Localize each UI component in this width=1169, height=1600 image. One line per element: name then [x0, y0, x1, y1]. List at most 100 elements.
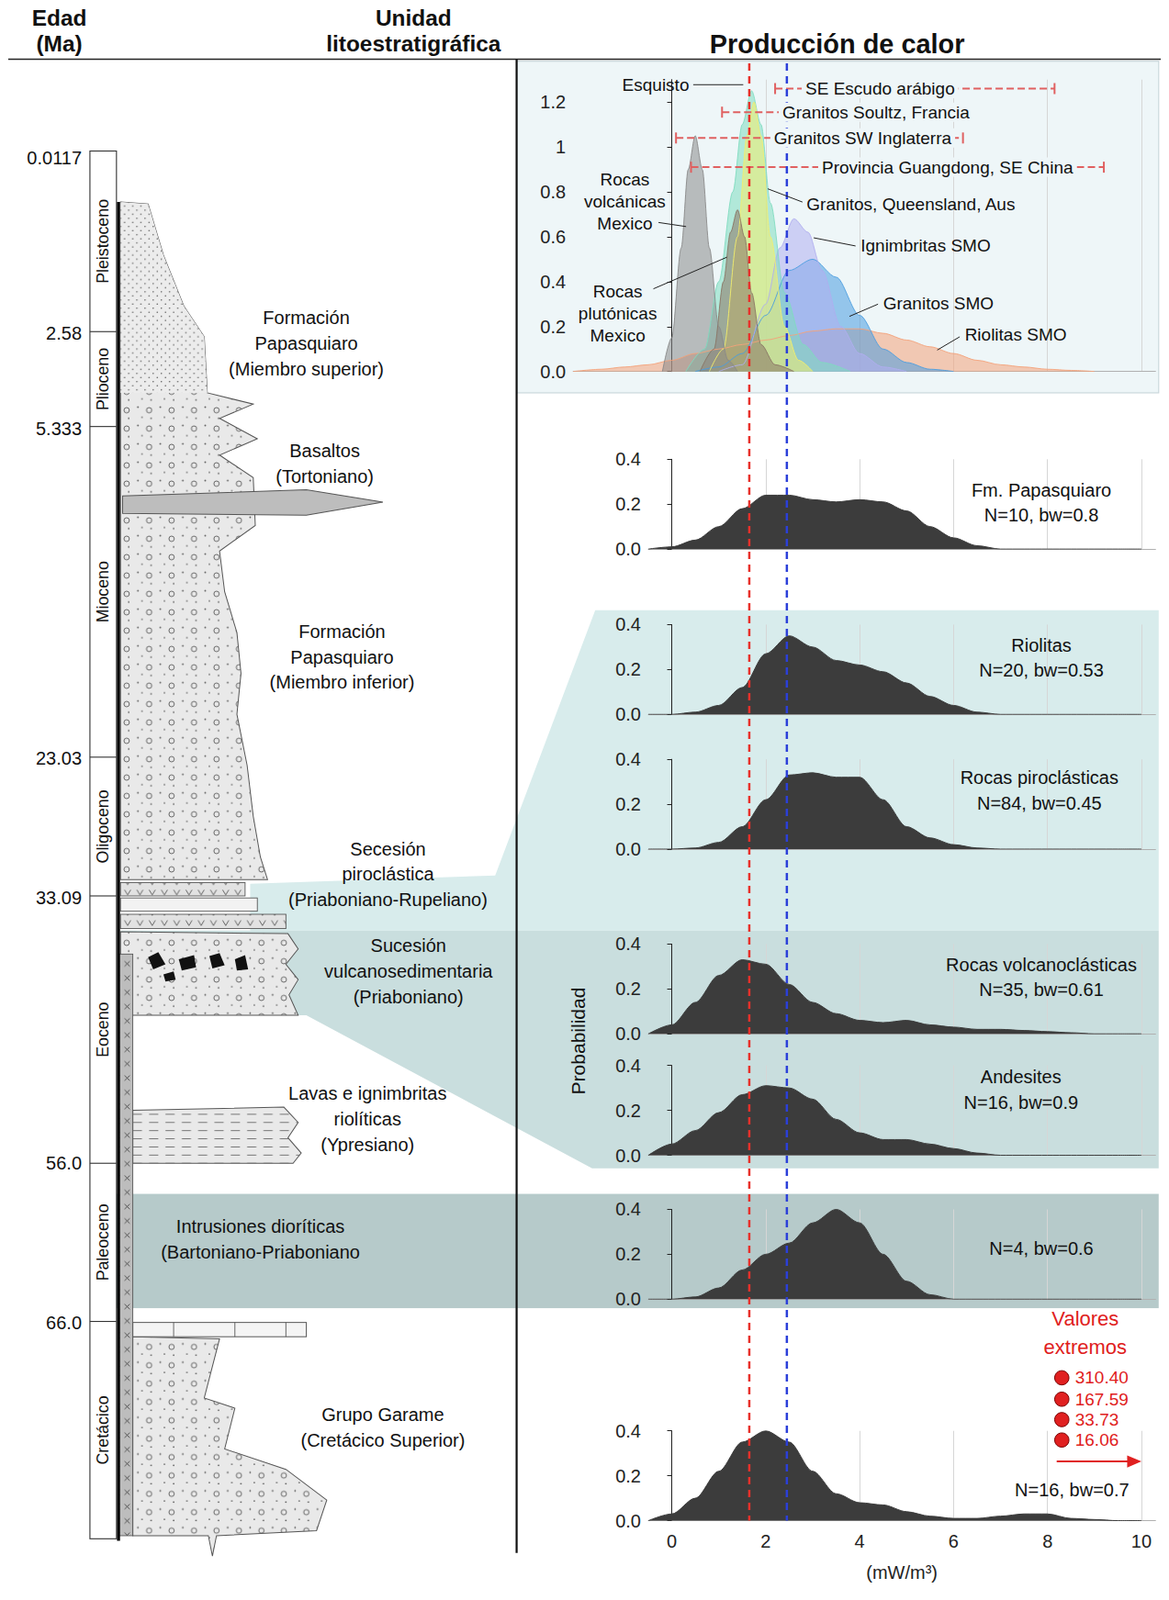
svg-text:2: 2	[760, 1531, 771, 1552]
svg-text:Riolitas: Riolitas	[1011, 635, 1072, 656]
svg-text:Pleistoceno: Pleistoceno	[93, 199, 113, 284]
svg-text:Secesión: Secesión	[349, 839, 426, 860]
svg-text:Oligoceno: Oligoceno	[93, 789, 113, 864]
svg-text:Probabilidad: Probabilidad	[567, 988, 589, 1096]
svg-text:0: 0	[666, 1531, 677, 1552]
svg-text:310.40: 310.40	[1075, 1368, 1129, 1388]
svg-text:Unidad: Unidad	[375, 5, 452, 31]
svg-text:0.4: 0.4	[615, 449, 641, 470]
svg-text:0.0: 0.0	[615, 539, 641, 560]
svg-text:Rocas: Rocas	[599, 169, 650, 190]
svg-text:0.2: 0.2	[615, 978, 641, 1000]
svg-text:0.4: 0.4	[615, 1199, 641, 1220]
svg-text:10: 10	[1131, 1531, 1152, 1552]
svg-text:litoestratigráfica: litoestratigráfica	[325, 31, 502, 57]
svg-text:Esquisto: Esquisto	[622, 75, 690, 95]
svg-text:Edad: Edad	[32, 5, 88, 31]
svg-text:33.09: 33.09	[35, 887, 82, 909]
svg-text:vulcanosedimentaria: vulcanosedimentaria	[324, 961, 494, 982]
svg-text:riolíticas: riolíticas	[334, 1109, 402, 1130]
svg-text:0.8: 0.8	[539, 181, 566, 203]
svg-text:167.59: 167.59	[1075, 1390, 1129, 1410]
svg-text:0.0: 0.0	[615, 1146, 641, 1167]
svg-text:Lavas e ignimbritas: Lavas e ignimbritas	[288, 1083, 447, 1104]
svg-text:Granitos Soultz, Francia: Granitos Soultz, Francia	[782, 102, 970, 123]
svg-text:Intrusiones dioríticas: Intrusiones dioríticas	[176, 1216, 345, 1237]
svg-text:0.0: 0.0	[615, 839, 641, 860]
svg-text:0.4: 0.4	[615, 933, 641, 955]
svg-text:Mioceno: Mioceno	[93, 561, 113, 623]
svg-text:16.06: 16.06	[1075, 1430, 1120, 1451]
svg-text:0.4: 0.4	[539, 271, 566, 293]
svg-text:66.0: 66.0	[45, 1313, 82, 1334]
svg-text:Fm. Papasquiaro: Fm. Papasquiaro	[971, 480, 1112, 501]
svg-text:0.4: 0.4	[615, 749, 641, 770]
svg-text:Papasquiaro: Papasquiaro	[254, 333, 358, 354]
svg-text:1.2: 1.2	[539, 91, 566, 113]
svg-text:0.0: 0.0	[615, 1023, 641, 1045]
svg-text:Papasquiaro: Papasquiaro	[290, 647, 394, 668]
svg-text:Mexico: Mexico	[596, 213, 652, 234]
svg-text:5.333: 5.333	[35, 418, 82, 439]
svg-text:0.2: 0.2	[615, 794, 641, 815]
svg-text:Granitos, Queensland, Aus: Granitos, Queensland, Aus	[806, 194, 1015, 214]
svg-text:(Ypresiano): (Ypresiano)	[320, 1135, 415, 1156]
svg-text:Producción de calor: Producción de calor	[709, 29, 966, 59]
svg-text:piroclástica: piroclástica	[341, 864, 435, 885]
svg-text:Granitos SW Inglaterra: Granitos SW Inglaterra	[774, 128, 953, 148]
svg-text:0.0117: 0.0117	[26, 147, 82, 169]
svg-text:0.2: 0.2	[539, 316, 566, 338]
svg-text:extremos: extremos	[1044, 1336, 1127, 1360]
svg-text:0.0: 0.0	[615, 1511, 641, 1532]
svg-text:Ignimbritas SMO: Ignimbritas SMO	[860, 236, 990, 256]
svg-text:Rocas volcanoclásticas: Rocas volcanoclásticas	[945, 955, 1137, 976]
svg-text:2.58: 2.58	[45, 323, 82, 344]
svg-text:Sucesión: Sucesión	[370, 935, 447, 956]
svg-text:volcánicas: volcánicas	[584, 191, 666, 212]
svg-text:0.2: 0.2	[615, 1466, 641, 1487]
svg-text:0.4: 0.4	[615, 614, 641, 635]
svg-text:(Bartoniano-Priaboniano: (Bartoniano-Priaboniano	[160, 1242, 360, 1263]
svg-text:SE Escudo arábigo: SE Escudo arábigo	[805, 78, 956, 99]
svg-text:(Priaboniano-Rupeliano): (Priaboniano-Rupeliano)	[288, 889, 488, 911]
svg-text:6: 6	[948, 1531, 959, 1552]
svg-text:0.4: 0.4	[615, 1421, 641, 1442]
svg-text:N=4, bw=0.6: N=4, bw=0.6	[989, 1238, 1093, 1259]
svg-text:0.6: 0.6	[539, 226, 566, 248]
svg-text:Rocas piroclásticas: Rocas piroclásticas	[960, 767, 1119, 788]
svg-text:0.0: 0.0	[539, 361, 566, 383]
svg-text:N=20, bw=0.53: N=20, bw=0.53	[978, 660, 1104, 681]
svg-text:(Ma): (Ma)	[35, 31, 82, 57]
svg-text:(Miembro inferior): (Miembro inferior)	[269, 672, 416, 693]
svg-text:N=16, bw=0.9: N=16, bw=0.9	[964, 1092, 1080, 1113]
svg-text:4: 4	[854, 1531, 866, 1552]
svg-text:plutónicas: plutónicas	[578, 303, 658, 324]
svg-text:0.0: 0.0	[615, 1289, 641, 1310]
svg-text:Provincia Guangdong, SE China: Provincia Guangdong, SE China	[821, 157, 1074, 178]
svg-text:(Cretácico Superior): (Cretácico Superior)	[300, 1430, 465, 1451]
svg-text:0.2: 0.2	[615, 494, 641, 515]
svg-text:Riolitas SMO: Riolitas SMO	[965, 325, 1068, 345]
svg-text:Granitos SMO: Granitos SMO	[883, 293, 994, 314]
svg-text:Valores: Valores	[1051, 1307, 1119, 1331]
svg-text:0.2: 0.2	[615, 1101, 641, 1122]
svg-text:Paleoceno: Paleoceno	[93, 1203, 113, 1282]
svg-text:8: 8	[1042, 1531, 1053, 1552]
svg-text:Cretácico: Cretácico	[93, 1395, 113, 1465]
svg-text:Rocas: Rocas	[593, 281, 643, 302]
svg-text:Formación: Formación	[262, 307, 349, 328]
svg-text:0.2: 0.2	[615, 659, 641, 680]
svg-text:Mexico: Mexico	[590, 325, 646, 346]
svg-text:0.2: 0.2	[615, 1244, 641, 1265]
svg-text:(Priaboniano): (Priaboniano)	[353, 987, 464, 1008]
svg-text:(Miembro superior): (Miembro superior)	[228, 359, 384, 380]
svg-text:N=84, bw=0.45: N=84, bw=0.45	[977, 793, 1102, 814]
svg-text:23.03: 23.03	[35, 748, 82, 769]
svg-text:N=10, bw=0.8: N=10, bw=0.8	[984, 505, 1100, 526]
svg-text:33.73: 33.73	[1075, 1410, 1120, 1430]
svg-text:0.0: 0.0	[615, 704, 641, 725]
svg-text:Formación: Formación	[298, 621, 385, 642]
svg-text:Basaltos: Basaltos	[289, 440, 360, 461]
svg-text:0.4: 0.4	[615, 1056, 641, 1077]
svg-text:N=16, bw=0.7: N=16, bw=0.7	[1014, 1480, 1130, 1501]
